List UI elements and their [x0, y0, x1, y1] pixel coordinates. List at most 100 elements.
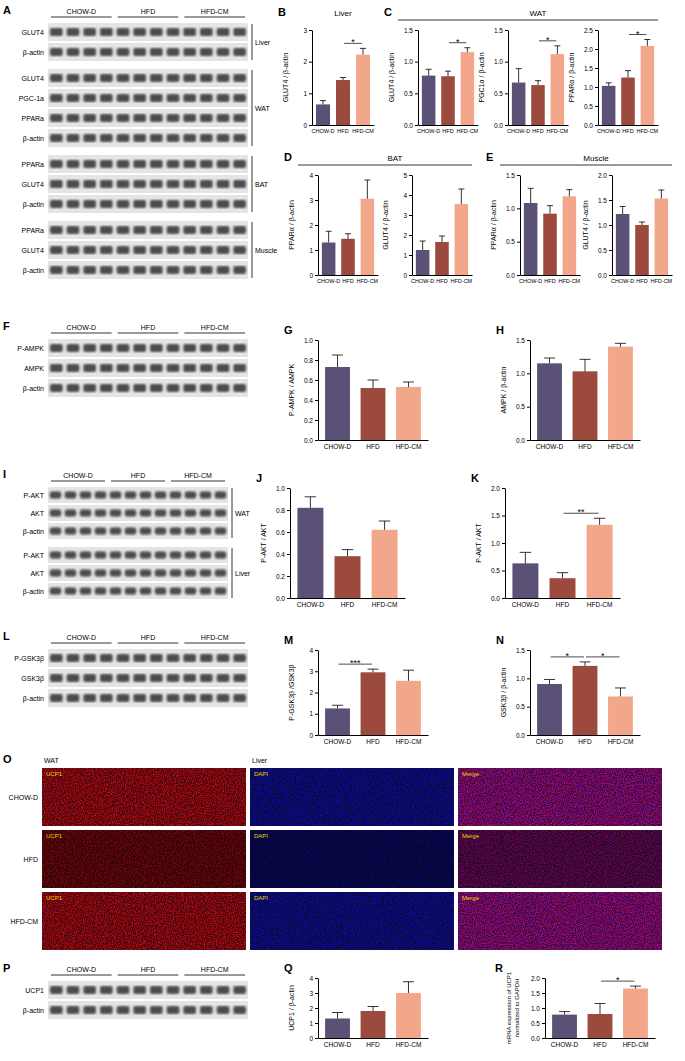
blot-band [50, 694, 63, 702]
tick-label: HFD [342, 278, 353, 284]
blot-band [50, 226, 63, 234]
blot-band [167, 48, 180, 56]
plot-marks [316, 48, 370, 125]
axis-line [290, 489, 291, 599]
error-bar [535, 81, 541, 85]
blot-bands [50, 48, 246, 56]
blot-band [183, 384, 196, 392]
blot-band [110, 509, 121, 516]
tick-label: 3 [403, 212, 407, 219]
tick-label: 1.0 [584, 84, 593, 91]
error-bar [326, 231, 332, 242]
tick-label: CHOW-D [324, 738, 352, 745]
tick-mark [505, 93, 508, 94]
blot-band [150, 94, 163, 102]
x-tick: HFD [342, 278, 353, 284]
blot-band [233, 226, 246, 234]
error-bar [630, 986, 641, 988]
tick-mark [415, 30, 418, 31]
blot-band [217, 160, 230, 168]
blot-band [215, 491, 226, 498]
blot-band [140, 569, 151, 576]
blot-band [233, 1006, 246, 1014]
tick-label: 0 [403, 272, 407, 279]
axis-title: P-GSK3β /GSK3β [288, 664, 296, 720]
blot-band [50, 509, 61, 516]
axis-line [530, 651, 531, 736]
error-bar [445, 71, 451, 76]
blot-row-label: UCP1 [25, 987, 44, 994]
channel-label: DAPI [254, 895, 268, 901]
y-tick: 2 [309, 1005, 318, 1012]
blot-band [50, 587, 61, 594]
blot-band [200, 384, 213, 392]
blot-bands [50, 654, 246, 662]
tick-label: 0.8 [276, 507, 285, 514]
plot-marks [325, 982, 421, 1038]
lane-group-label: CHOW-D [67, 966, 96, 973]
lane-group-label: HFD [141, 634, 155, 641]
error-bar [458, 189, 464, 204]
blot-band [67, 694, 80, 702]
tick-mark [315, 360, 318, 361]
axis-line [318, 176, 319, 276]
blot-band [217, 74, 230, 82]
tick-mark [309, 30, 312, 31]
tick-mark [609, 200, 612, 201]
group-line [500, 165, 672, 166]
tick-mark [315, 175, 318, 176]
blot-band [100, 986, 113, 994]
blot-bands [50, 134, 246, 142]
tick-mark [315, 671, 318, 672]
bar-chart: 0.00.20.40.60.81.0CHOW-DHFDHFD-CMP-AKT /… [256, 472, 406, 608]
blot-strip [48, 487, 228, 503]
tick-label: 1.5 [598, 197, 607, 204]
y-tick: 4 [309, 647, 318, 654]
x-tick: HFD [366, 738, 380, 745]
y-tick: 0.8 [304, 357, 318, 364]
panel-label: N [496, 634, 504, 646]
axis-line [598, 31, 599, 126]
panel-label: J [256, 472, 262, 484]
blot-band [183, 28, 196, 36]
axis-line [413, 275, 473, 276]
lane-group-line [51, 17, 112, 18]
blot-band [217, 134, 230, 142]
y-axis: 0.00.20.40.60.81.0 [304, 337, 319, 444]
blot-band [67, 160, 80, 168]
x-tick: HFD-CM [396, 1041, 422, 1048]
tick-label: HFD-CM [637, 128, 659, 134]
western-blot: ICHOW-DHFDHFD-CMP-AKTAKTβ-actinWATP-AKTA… [3, 468, 251, 599]
tick-label: 1.0 [516, 675, 525, 682]
x-tick: HFD-CM [608, 443, 634, 450]
blot-band [133, 384, 146, 392]
tick-label: 0.0 [276, 595, 285, 602]
blot-bands [50, 364, 246, 372]
y-tick: 1.0 [516, 675, 530, 682]
x-tick: HFD-CM [396, 738, 422, 745]
tick-mark [315, 340, 318, 341]
bar [396, 681, 421, 735]
blot-band [125, 569, 136, 576]
significance-label: * [636, 29, 640, 39]
tick-label: 4 [309, 647, 313, 654]
bar-chart: 0.00.51.01.52.0CHOW-DHFDHFD-CMGLUT4 / β-… [582, 172, 673, 284]
blot-band [150, 48, 163, 56]
blot-band [200, 694, 213, 702]
x-axis: CHOW-DHFDHFD-CM [319, 1039, 429, 1048]
lane-group-label: HFD-CM [201, 8, 229, 15]
channel-label: DAPI [254, 833, 268, 839]
blot-band [200, 180, 213, 188]
tick-label: CHOW-D [512, 601, 540, 608]
blot-band [150, 364, 163, 372]
blot-band [133, 94, 146, 102]
tick-label: 1 [303, 90, 307, 97]
blot-band [155, 527, 166, 534]
y-tick: 1.5 [516, 337, 530, 344]
panel-label: B [278, 6, 286, 18]
blot-row-label: AKT [30, 570, 44, 577]
panel-label: A [3, 4, 11, 16]
blot-band [183, 94, 196, 102]
blot-band [95, 587, 106, 594]
x-axis: CHOW-DHFDHFD-CM [546, 1039, 656, 1048]
